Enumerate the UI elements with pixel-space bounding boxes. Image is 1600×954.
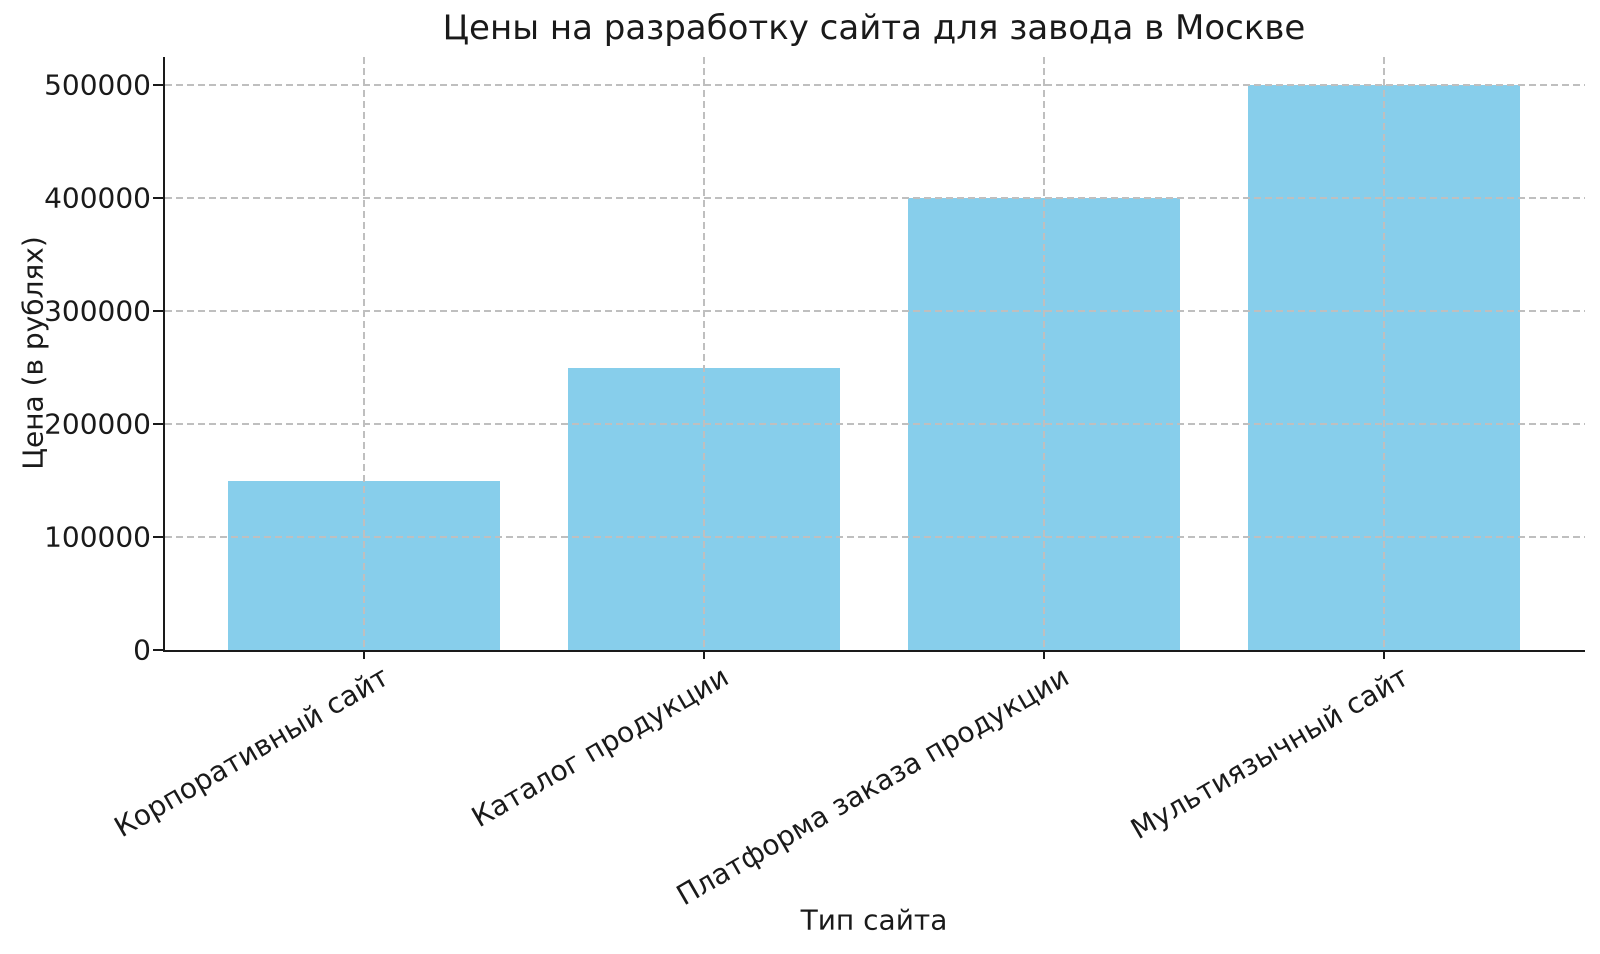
y-tick-label: 100000 [44,520,151,554]
y-axis-spine [163,57,165,652]
y-tick-mark [153,536,163,538]
gridline-horizontal [165,84,1585,86]
y-tick-label: 200000 [44,407,151,441]
y-tick-label: 0 [133,633,151,667]
y-tick-label: 500000 [44,68,151,102]
gridline-horizontal [165,197,1585,199]
y-tick-mark [153,310,163,312]
x-tick-mark [1043,650,1045,659]
x-tick-mark [703,650,705,659]
x-axis-label: Тип сайта [800,903,948,937]
x-axis-spine [163,650,1585,652]
gridline-vertical [1383,57,1385,650]
gridline-horizontal [165,536,1585,538]
y-tick-mark [153,649,163,651]
y-tick-mark [153,197,163,199]
y-tick-mark [153,423,163,425]
y-tick-label: 400000 [44,181,151,215]
gridline-vertical [1043,57,1045,650]
chart-title: Цены на разработку сайта для завода в Мо… [442,8,1306,48]
x-tick-mark [363,650,365,659]
x-tick-label: Корпоративный сайт [108,660,395,844]
plot-area [165,57,1585,650]
x-tick-label: Каталог продукции [466,660,735,834]
x-tick-label: Мультиязычный сайт [1125,660,1415,846]
x-tick-label: Платформа заказа продукции [670,660,1075,913]
y-tick-label: 300000 [44,294,151,328]
gridline-vertical [703,57,705,650]
gridline-vertical [363,57,365,650]
gridline-horizontal [165,423,1585,425]
x-tick-mark [1383,650,1385,659]
gridline-horizontal [165,310,1585,312]
y-tick-mark [153,84,163,86]
